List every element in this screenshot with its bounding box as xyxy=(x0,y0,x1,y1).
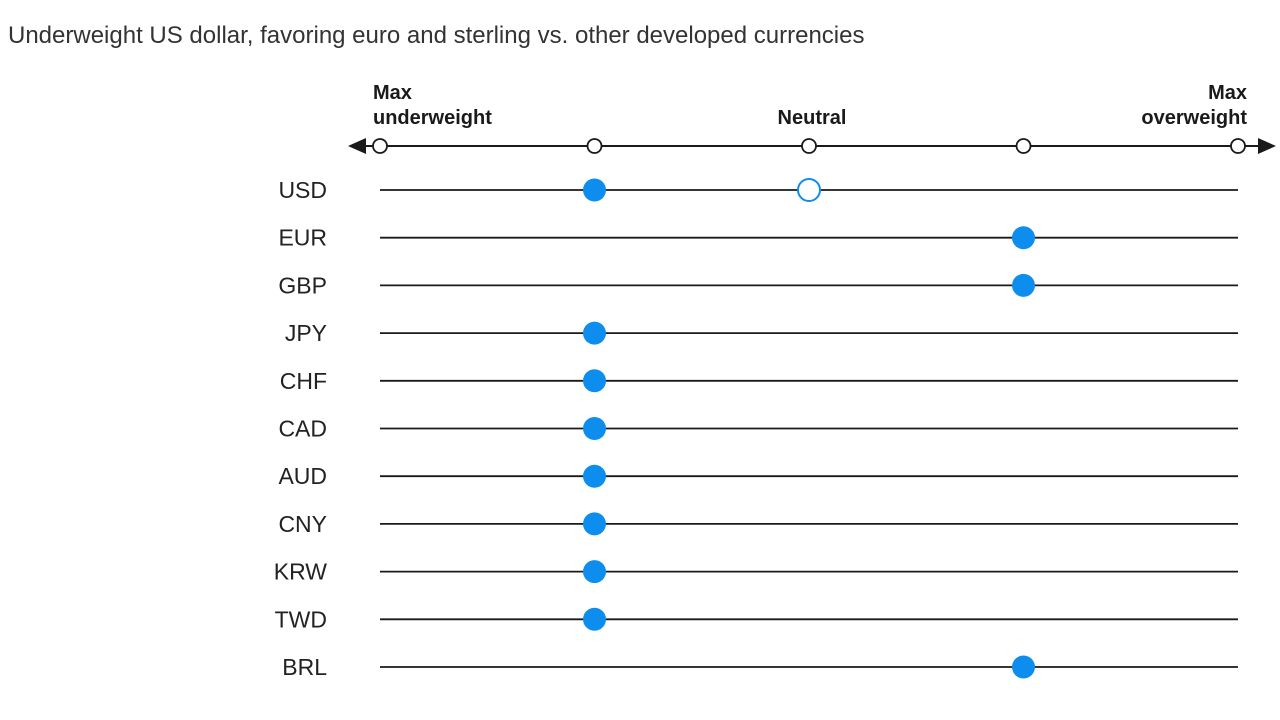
current-position-marker xyxy=(1012,273,1035,297)
currency-label: AUD xyxy=(278,463,327,489)
currency-label: BRL xyxy=(282,654,327,680)
currency-label: JPY xyxy=(285,320,327,346)
currency-label: USD xyxy=(278,177,327,203)
current-position-marker xyxy=(583,178,606,202)
currency-label: TWD xyxy=(275,606,327,632)
max-underweight-label: Max underweight xyxy=(373,82,492,129)
currency-label: CHF xyxy=(280,368,327,394)
currency-row-aud: AUD xyxy=(278,463,1238,489)
current-position-marker xyxy=(583,607,606,631)
currency-row-eur: EUR xyxy=(278,225,1238,251)
currency-row-cny: CNY xyxy=(278,511,1238,537)
current-position-marker xyxy=(583,369,606,393)
current-position-marker xyxy=(583,464,606,488)
neutral-label: Neutral xyxy=(778,107,847,129)
currency-label: CAD xyxy=(278,416,327,442)
currency-rows: USD EUR GBP JPY CHF CAD AUD CNY KRW TWD BRL xyxy=(274,177,1238,680)
current-position-marker xyxy=(1012,226,1035,250)
currency-label: EUR xyxy=(278,225,327,251)
currency-row-usd: USD xyxy=(278,177,1238,203)
scale-tick-marker xyxy=(801,138,817,154)
currency-label: GBP xyxy=(278,272,327,298)
previous-position-marker xyxy=(797,178,821,202)
scale-axis: Max underweight Neutral Max overweight xyxy=(348,82,1276,154)
currency-row-twd: TWD xyxy=(275,606,1238,632)
left-arrow-icon xyxy=(348,138,366,154)
currency-row-cad: CAD xyxy=(278,416,1238,442)
currency-row-gbp: GBP xyxy=(278,272,1238,298)
chart-title: Underweight US dollar, favoring euro and… xyxy=(8,22,865,49)
currency-row-brl: BRL xyxy=(282,654,1238,680)
max-overweight-label: Max overweight xyxy=(1141,82,1247,129)
currency-row-krw: KRW xyxy=(274,559,1238,585)
current-position-marker xyxy=(583,321,606,345)
scale-tick-marker xyxy=(1230,138,1246,154)
current-position-marker xyxy=(583,560,606,584)
currency-row-chf: CHF xyxy=(280,368,1238,394)
current-position-marker xyxy=(583,512,606,536)
currency-row-jpy: JPY xyxy=(285,320,1238,346)
current-position-marker xyxy=(583,417,606,440)
currency-label: CNY xyxy=(278,511,327,537)
scale-tick-marker xyxy=(586,138,603,154)
right-arrow-icon xyxy=(1258,138,1276,154)
scale-tick-marker xyxy=(372,138,388,154)
currency-label: KRW xyxy=(274,559,328,585)
scale-tick-marker xyxy=(1015,138,1032,154)
current-position-marker xyxy=(1012,655,1035,679)
